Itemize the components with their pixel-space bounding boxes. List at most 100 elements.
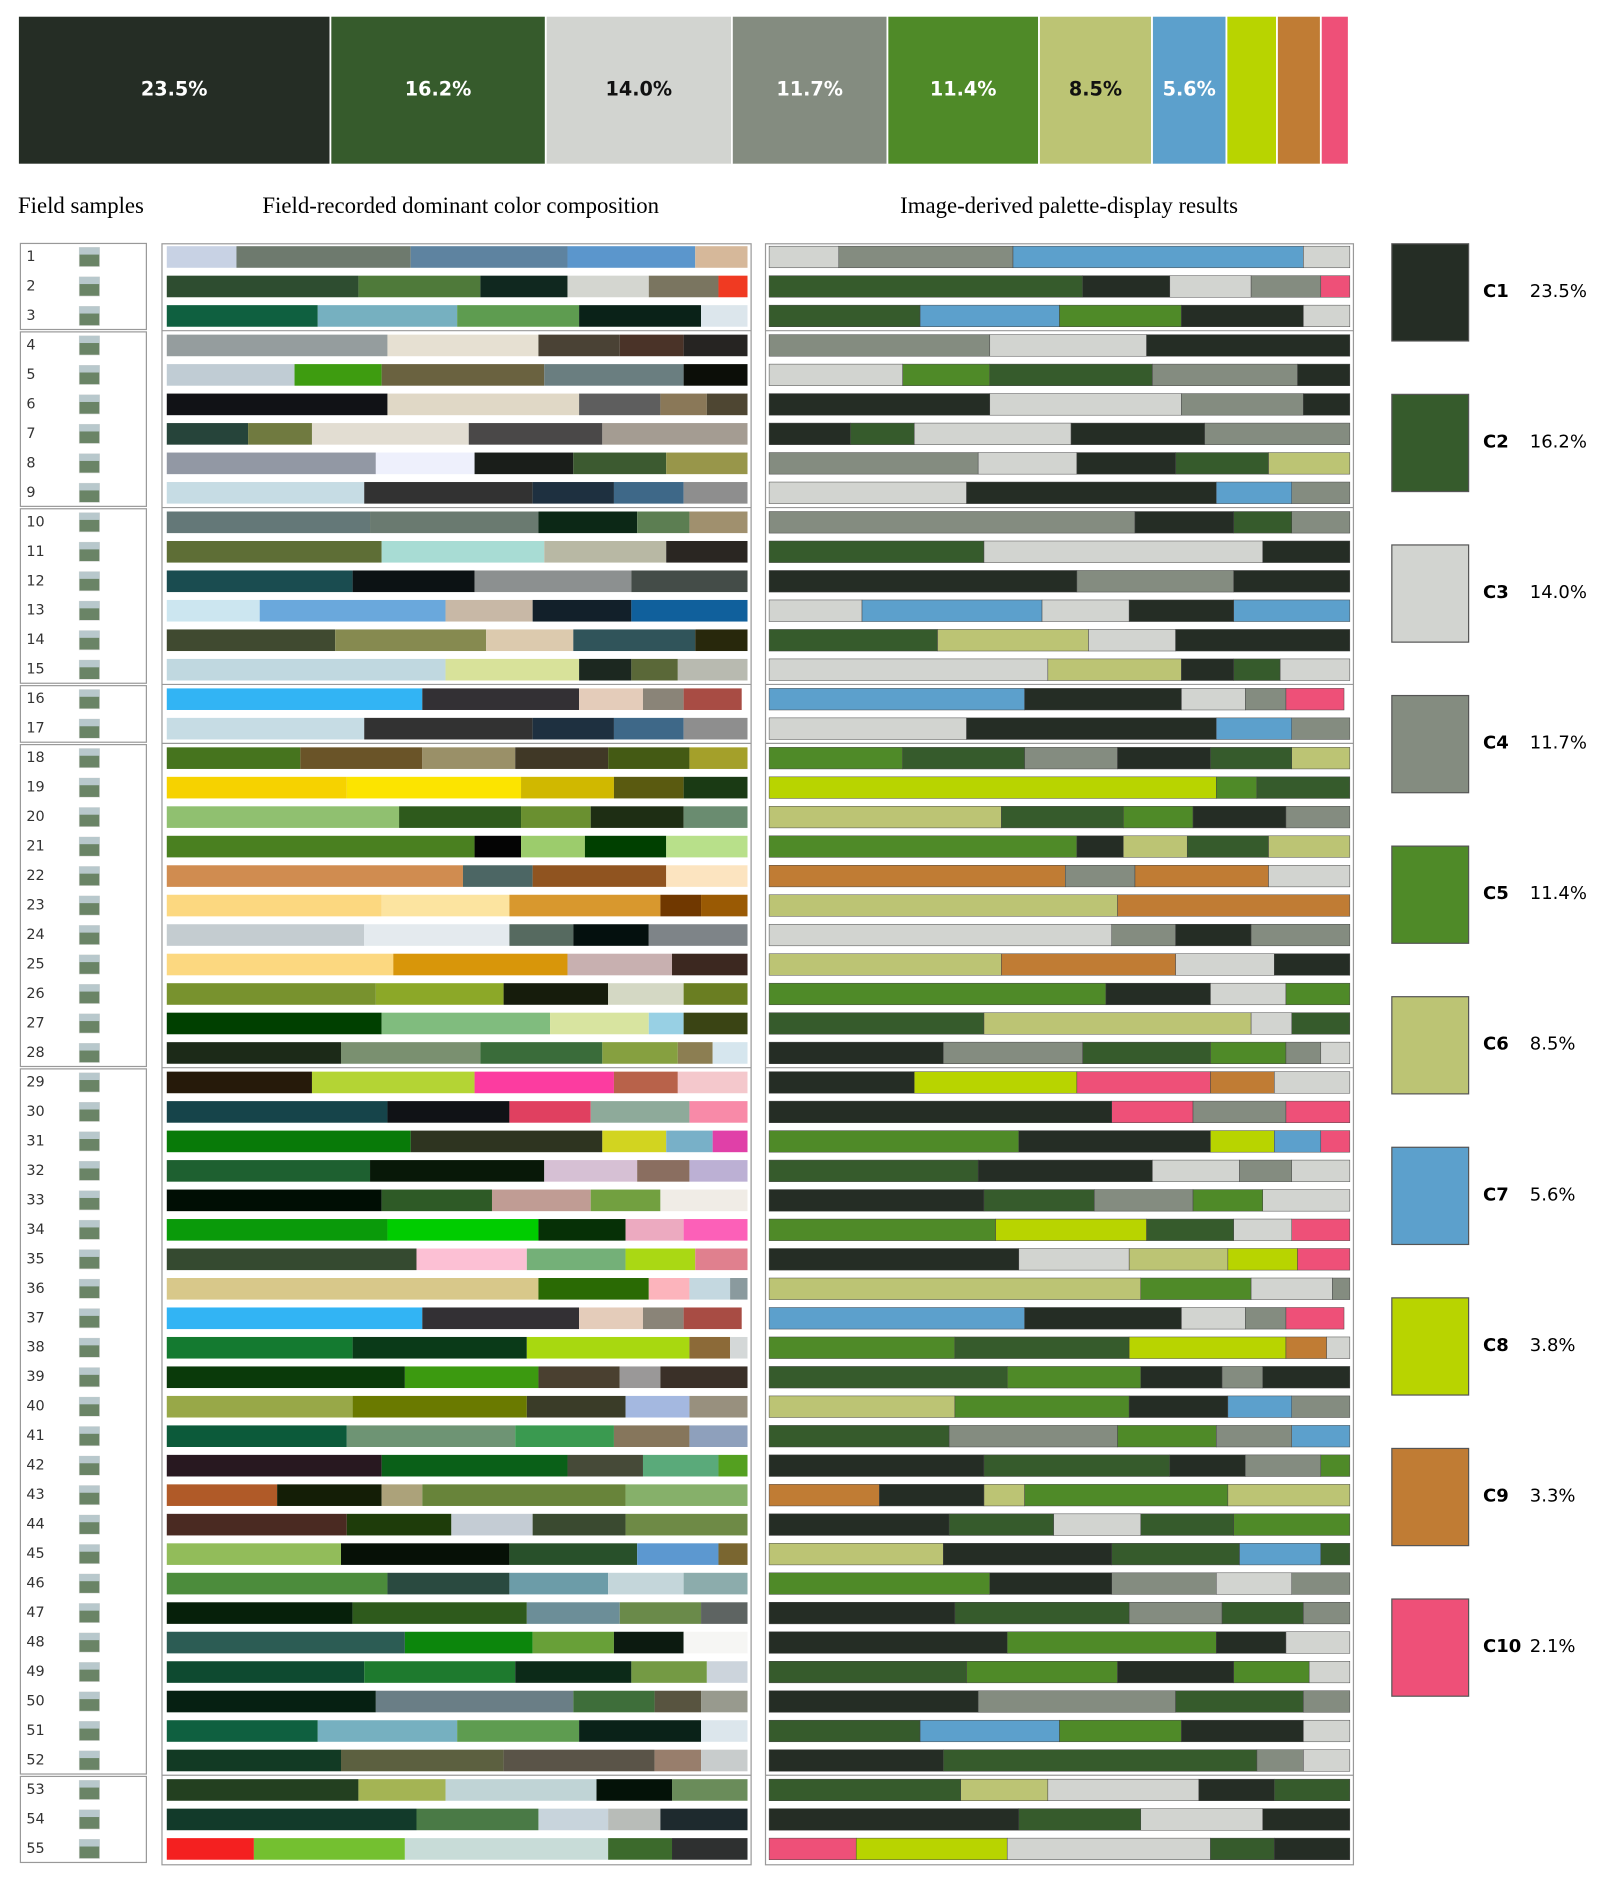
field-segment <box>451 1513 533 1536</box>
field-segment <box>381 1454 568 1477</box>
palette-segment <box>1140 1513 1234 1536</box>
palette-segment <box>768 422 851 445</box>
field-segment <box>625 1484 748 1506</box>
palette-segment <box>1181 1719 1304 1743</box>
palette-segment <box>1227 1484 1351 1507</box>
field-segment <box>718 1543 748 1565</box>
palette-segment <box>768 1602 956 1625</box>
field-segment <box>701 1690 748 1713</box>
sample-id: 37 <box>26 1310 44 1326</box>
field-segment <box>166 1779 359 1801</box>
field-segment <box>619 1366 661 1389</box>
field-segment <box>416 1248 527 1271</box>
field-segment <box>683 983 748 1005</box>
field-segment <box>654 1749 702 1772</box>
palette-segment <box>954 1336 1130 1359</box>
field-segment <box>602 1042 678 1064</box>
palette-segment <box>1303 1719 1351 1743</box>
field-segment <box>166 1808 417 1831</box>
palette-segment <box>1320 1454 1351 1477</box>
field-segment <box>166 1631 405 1654</box>
field-segment <box>364 924 510 946</box>
group-box <box>19 1775 147 1864</box>
field-segment <box>166 1277 539 1300</box>
palette-segment <box>768 865 1066 888</box>
legend-name: C5 <box>1483 883 1509 904</box>
field-segment <box>613 1425 690 1447</box>
palette-segment <box>1256 776 1351 799</box>
palette-segment <box>768 1719 921 1743</box>
palette-segment <box>1216 717 1292 740</box>
field-segment <box>701 1749 748 1772</box>
group-box <box>19 508 147 684</box>
field-segment <box>660 393 707 416</box>
palette-segment <box>1303 1690 1351 1713</box>
palette-segment <box>1216 776 1258 799</box>
palette-segment <box>943 1041 1083 1064</box>
field-segment <box>718 275 748 298</box>
field-segment <box>660 894 702 917</box>
field-segment <box>596 1779 673 1801</box>
legend-value: 2.1% <box>1530 1636 1576 1657</box>
field-segment <box>404 1366 539 1389</box>
share-label: 5.6% <box>1163 78 1216 101</box>
field-segment <box>631 658 678 681</box>
palette-segment <box>1303 1749 1351 1772</box>
field-segment <box>608 1838 673 1860</box>
field-segment <box>683 688 742 710</box>
palette-segment <box>1291 1572 1351 1595</box>
palette-segment <box>768 1041 944 1064</box>
legend-swatch <box>1391 1146 1470 1246</box>
palette-segment <box>943 1543 1112 1566</box>
share-segment <box>1319 14 1350 166</box>
palette-segment <box>1291 1012 1351 1035</box>
sample-thumbnail <box>79 1780 100 1788</box>
sample-thumbnail <box>79 1574 100 1582</box>
sample-id: 29 <box>26 1074 44 1090</box>
field-segment <box>613 1631 684 1654</box>
palette-segment <box>1070 422 1205 445</box>
palette-segment <box>1082 1041 1211 1064</box>
palette-segment <box>1088 629 1176 652</box>
sample-id: 9 <box>26 485 35 501</box>
sample-id: 54 <box>26 1811 44 1827</box>
sample-id: 46 <box>26 1576 44 1592</box>
field-segment <box>166 1543 341 1565</box>
palette-segment <box>1250 923 1351 947</box>
palette-segment <box>1274 1778 1351 1802</box>
palette-segment <box>1018 1248 1130 1271</box>
sample-id: 23 <box>26 898 44 914</box>
palette-segment <box>838 245 1014 269</box>
field-segment <box>370 1160 545 1182</box>
palette-segment <box>1076 835 1124 858</box>
legend-name: C8 <box>1483 1335 1509 1356</box>
legend-swatch <box>1391 845 1470 944</box>
field-segment <box>166 1071 312 1094</box>
share-segment <box>1276 14 1322 166</box>
share-label: 11.7% <box>776 78 843 101</box>
field-segment <box>364 1661 516 1683</box>
field-segment <box>166 658 446 681</box>
field-segment <box>166 1130 411 1153</box>
field-segment <box>480 275 568 298</box>
field-segment <box>422 1307 580 1330</box>
field-segment <box>538 334 620 357</box>
share-segment <box>886 14 1040 166</box>
palette-segment <box>1175 923 1252 947</box>
sample-id: 52 <box>26 1752 44 1768</box>
field-segment <box>387 1219 539 1241</box>
sample-id: 40 <box>26 1399 44 1415</box>
palette-segment <box>1117 1661 1234 1684</box>
palette-segment <box>768 1454 985 1477</box>
share-label: 23.5% <box>141 78 208 101</box>
palette-segment <box>768 1248 1020 1271</box>
field-segment <box>381 1484 423 1506</box>
field-segment <box>573 1690 655 1713</box>
sample-id: 18 <box>26 750 44 766</box>
palette-segment <box>1291 747 1351 770</box>
palette-segment <box>1216 1572 1292 1595</box>
palette-segment <box>768 835 1078 858</box>
sample-id: 7 <box>26 426 35 442</box>
palette-segment <box>1018 1808 1142 1831</box>
